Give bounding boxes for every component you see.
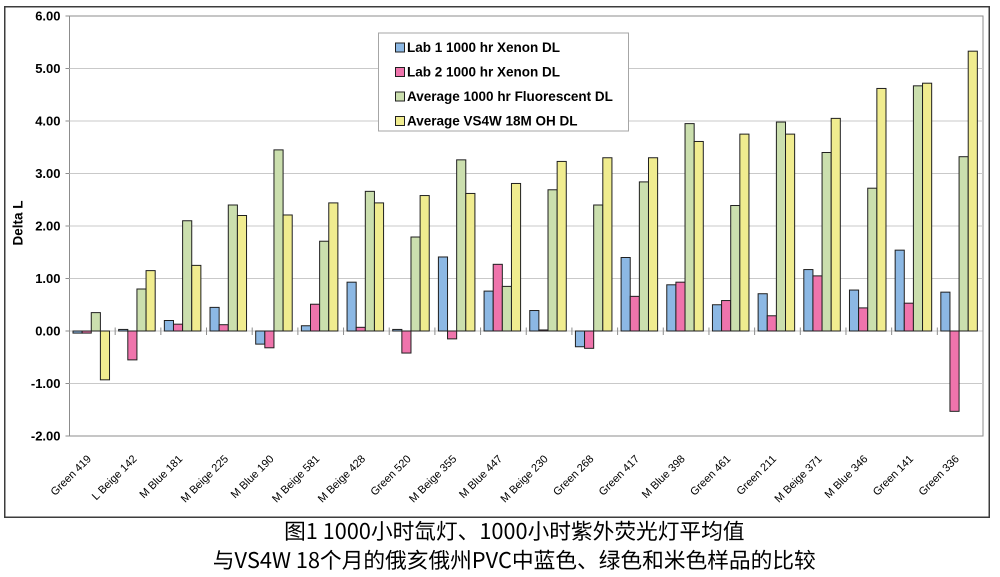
svg-text:6.00: 6.00 bbox=[35, 9, 60, 24]
svg-text:-2.00: -2.00 bbox=[31, 429, 61, 444]
svg-text:Lab 2 1000 hr Xenon DL: Lab 2 1000 hr Xenon DL bbox=[407, 65, 560, 80]
svg-text:5.00: 5.00 bbox=[35, 61, 60, 76]
svg-text:Average 1000 hr Fluorescent DL: Average 1000 hr Fluorescent DL bbox=[407, 89, 613, 104]
svg-text:Lab 1 1000 hr Xenon DL: Lab 1 1000 hr Xenon DL bbox=[407, 40, 560, 55]
svg-text:2.00: 2.00 bbox=[35, 219, 60, 234]
svg-text:-1.00: -1.00 bbox=[31, 376, 61, 391]
svg-text:1.00: 1.00 bbox=[35, 271, 60, 286]
svg-text:4.00: 4.00 bbox=[35, 114, 60, 129]
svg-text:0.00: 0.00 bbox=[35, 324, 60, 339]
svg-text:Average VS4W 18M OH DL: Average VS4W 18M OH DL bbox=[407, 114, 578, 129]
svg-text:Delta L: Delta L bbox=[11, 200, 26, 245]
svg-text:3.00: 3.00 bbox=[35, 166, 60, 181]
